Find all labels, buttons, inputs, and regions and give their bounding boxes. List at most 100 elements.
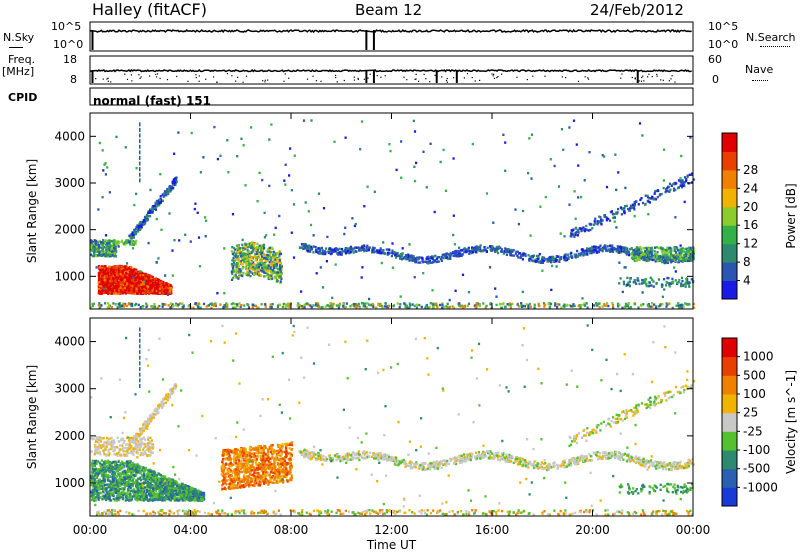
nave-dot (423, 73, 425, 75)
power-cell (363, 305, 367, 308)
power-cell (108, 239, 111, 242)
power-cell (535, 260, 538, 263)
power-cell (628, 280, 631, 283)
power-cell (436, 260, 439, 263)
power-cell (351, 304, 354, 307)
power-cell (92, 246, 95, 249)
power-cell (250, 250, 254, 254)
power-cell (126, 270, 129, 273)
nave-dot (445, 79, 448, 82)
power-cell (690, 278, 693, 281)
power-cell (552, 255, 555, 259)
power-cell (312, 304, 315, 307)
power-cell (465, 250, 468, 253)
power-cell (428, 305, 431, 309)
power-cell (129, 284, 132, 287)
power-cell (644, 278, 648, 281)
power-cell (121, 292, 124, 295)
power-cell (264, 305, 267, 308)
power-cell (425, 304, 428, 308)
power-cell (272, 254, 275, 257)
power-cell (269, 305, 272, 309)
power-cell (332, 302, 335, 306)
power-cell (204, 216, 207, 219)
nave-dot (139, 77, 141, 79)
power-cell (654, 305, 658, 308)
power-cell (543, 303, 547, 306)
nave-dot (335, 76, 337, 79)
power-cell (133, 290, 136, 294)
power-cell (611, 212, 614, 216)
power-cell (361, 266, 364, 269)
power-cell (119, 272, 122, 276)
power-cell (344, 248, 347, 252)
power-cell (353, 302, 356, 306)
power-cell (538, 253, 541, 256)
power-cell (137, 280, 140, 283)
power-cell (117, 287, 120, 291)
power-cell (687, 254, 690, 258)
power-cell (161, 199, 164, 202)
power-cell (586, 253, 589, 256)
power-cell (592, 304, 595, 307)
nave-dot (526, 78, 528, 81)
power-cell (595, 251, 598, 254)
power-cell (137, 288, 140, 292)
power-cell (247, 243, 250, 246)
power-cell (169, 306, 172, 309)
power-cell (379, 247, 382, 250)
freq-tick-bottom: 8 (70, 73, 77, 86)
nave-dot (638, 80, 640, 82)
power-cell (689, 246, 692, 250)
power-cell (673, 189, 676, 192)
power-cell (130, 289, 133, 293)
power-cell (104, 254, 107, 257)
power-cell (677, 281, 680, 284)
nave-dot (106, 78, 108, 80)
power-cell (372, 251, 375, 254)
power-cell (106, 283, 109, 287)
power-cell (134, 282, 137, 285)
power-cell (210, 303, 214, 306)
power-cell (149, 279, 152, 283)
power-cell (277, 261, 281, 264)
power-cell (165, 291, 168, 295)
power-cell (97, 274, 100, 278)
power-cell (401, 258, 404, 261)
power-cell (657, 189, 660, 193)
power-cell (243, 304, 246, 307)
power-cell (240, 261, 243, 265)
power-cell (553, 260, 556, 263)
power-cell (117, 292, 120, 295)
power-cell (268, 261, 271, 264)
power-cell (567, 255, 570, 259)
power-cell (261, 251, 264, 254)
nave-dot (166, 79, 169, 81)
power-cell (669, 188, 672, 191)
power-cell (650, 252, 653, 256)
power-cell (123, 276, 126, 279)
power-cell (565, 304, 568, 307)
power-cell (688, 256, 691, 259)
power-cell (142, 219, 146, 222)
power-cell (615, 250, 618, 253)
power-cell (362, 304, 365, 308)
power-cell (685, 257, 688, 260)
power-cell (105, 283, 108, 286)
power-cell (466, 248, 469, 251)
power-cell (98, 306, 101, 309)
power-cell (136, 276, 139, 279)
power-cell (116, 276, 119, 280)
power-cell (242, 144, 245, 147)
power-cell (665, 251, 668, 255)
power-cell (163, 285, 166, 289)
power-cell (148, 287, 151, 290)
power-cell (135, 192, 138, 196)
power-cell (140, 283, 143, 286)
power-cell (107, 271, 110, 274)
power-cell (680, 276, 684, 280)
power-cell (582, 226, 585, 229)
nave-dot (107, 80, 109, 82)
power-cell (627, 207, 630, 211)
power-cell (239, 252, 242, 255)
